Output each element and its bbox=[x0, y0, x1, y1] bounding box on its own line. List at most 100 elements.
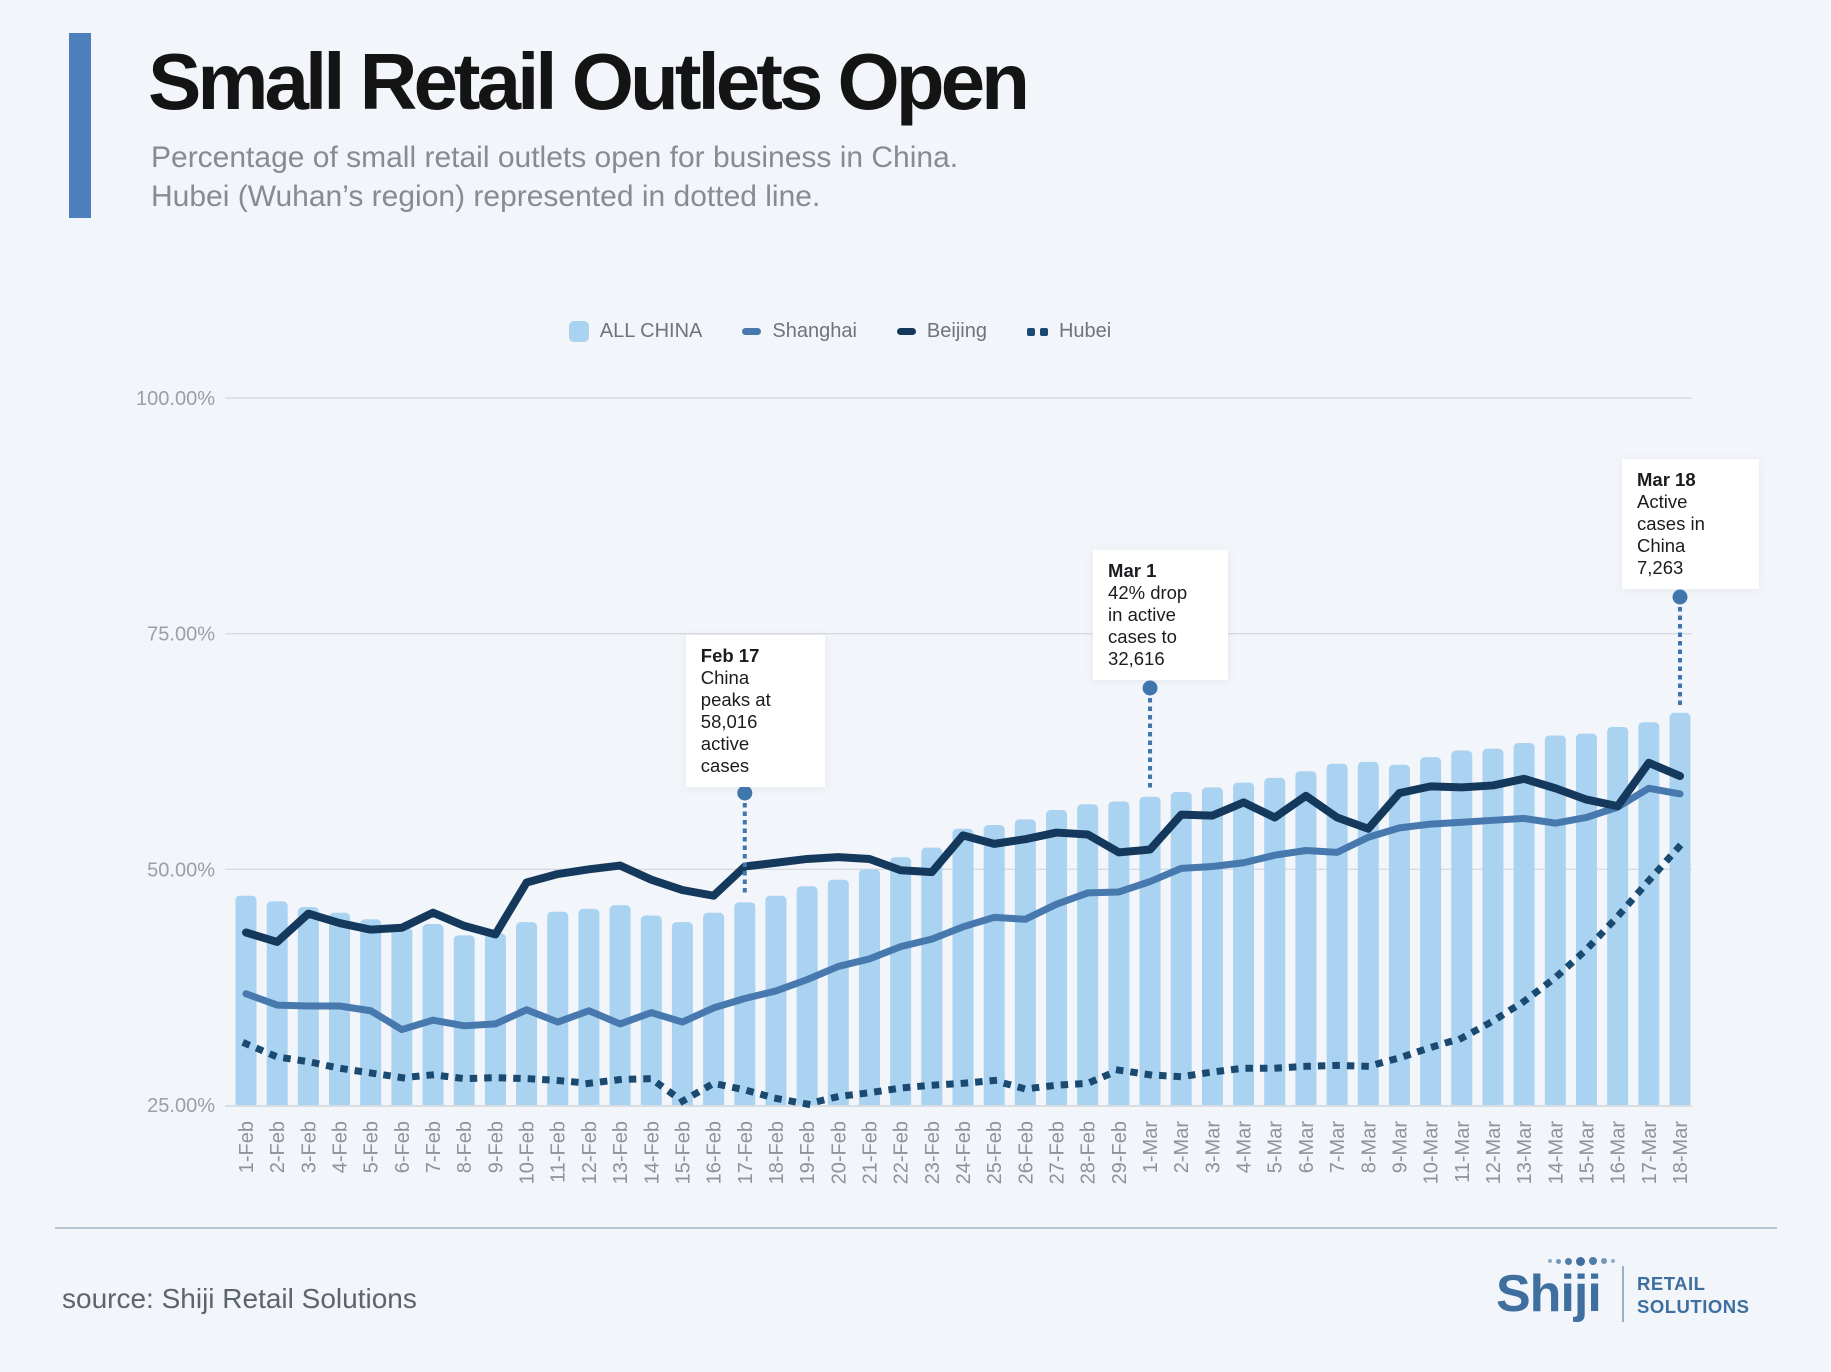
x-axis-label: 17-Mar bbox=[1639, 1121, 1661, 1185]
bar-11-Mar bbox=[1451, 750, 1473, 1105]
legend-label: Beijing bbox=[926, 320, 987, 342]
title-accent-bar bbox=[69, 33, 91, 218]
x-axis-label: 1-Feb bbox=[236, 1121, 258, 1173]
bar-9-Feb bbox=[484, 933, 506, 1105]
x-axis-label: 24-Feb bbox=[953, 1121, 975, 1184]
x-axis-label: 11-Mar bbox=[1452, 1121, 1474, 1183]
dotted-line-swatch-icon bbox=[1026, 327, 1048, 336]
page-title: Small Retail Outlets Open bbox=[148, 37, 1030, 126]
x-axis-label: 6-Mar bbox=[1296, 1121, 1318, 1174]
bar-22-Feb bbox=[890, 857, 912, 1105]
annotation-dot bbox=[1672, 589, 1688, 605]
annotation-text-line: Active bbox=[1637, 491, 1688, 512]
bar-10-Mar bbox=[1420, 757, 1442, 1105]
line-swatch-icon bbox=[896, 328, 916, 335]
annotation-box: Mar 1 42% drop in active cases to 32,616 bbox=[1093, 550, 1229, 680]
line-beijing bbox=[242, 758, 1684, 946]
x-axis-label: 19-Feb bbox=[797, 1121, 819, 1184]
bar-3-Feb bbox=[297, 907, 319, 1105]
logo-dot bbox=[1565, 1257, 1572, 1265]
bar-12-Feb bbox=[578, 908, 600, 1105]
annotation-title: Mar 18 bbox=[1637, 469, 1696, 490]
bar-16-Mar bbox=[1607, 726, 1629, 1105]
x-axis-label: 10-Mar bbox=[1421, 1121, 1443, 1185]
annotation-title: Feb 17 bbox=[700, 645, 760, 666]
x-axis-label: 11-Feb bbox=[548, 1121, 570, 1183]
bar-9-Mar bbox=[1388, 764, 1410, 1105]
bar-8-Mar bbox=[1357, 761, 1379, 1105]
logo-dot bbox=[1548, 1259, 1552, 1263]
x-axis-label: 12-Feb bbox=[579, 1121, 601, 1184]
legend-item-shanghai: Shanghai bbox=[742, 320, 857, 343]
annotation-box: Mar 18 Active cases in China 7,263 bbox=[1622, 459, 1759, 589]
bar-5-Mar bbox=[1264, 777, 1286, 1105]
annotation-text-line: in active bbox=[1108, 604, 1176, 625]
line-swatch-icon bbox=[742, 328, 762, 335]
bar-14-Mar bbox=[1544, 735, 1566, 1105]
x-axis-label: 9-Mar bbox=[1389, 1121, 1411, 1174]
annotation-title: Mar 1 bbox=[1108, 560, 1157, 581]
annotation-dot bbox=[737, 785, 753, 801]
y-axis-label: 25.00% bbox=[147, 1095, 215, 1117]
logo-subtext-line1: RETAIL bbox=[1637, 1273, 1706, 1294]
annotation-text-line: active bbox=[700, 733, 750, 754]
annotation-dot bbox=[1142, 680, 1158, 696]
x-axis-label: 16-Mar bbox=[1608, 1121, 1630, 1185]
bar-17-Mar bbox=[1638, 722, 1660, 1105]
page-subtitle-line2: Hubei (Wuhan’s region) represented in do… bbox=[151, 180, 821, 213]
y-axis-label: 50.00% bbox=[147, 859, 215, 881]
x-axis-label: 25-Feb bbox=[984, 1121, 1006, 1184]
annotation-box: Feb 17 China peaks at 58,016 active cases bbox=[685, 635, 825, 787]
bar-15-Mar bbox=[1575, 733, 1597, 1105]
annotation-text-line: cases in bbox=[1637, 513, 1705, 534]
legend-label: Hubei bbox=[1058, 320, 1112, 342]
logo-wordmark: Shiji bbox=[1496, 1265, 1602, 1323]
x-axis-label: 8-Mar bbox=[1358, 1121, 1380, 1174]
x-axis-label: 18-Feb bbox=[766, 1121, 788, 1184]
bar-11-Feb bbox=[547, 911, 569, 1105]
x-axis-label: 20-Feb bbox=[828, 1121, 850, 1184]
x-axis-label: 9-Feb bbox=[485, 1121, 507, 1173]
x-axis-label: 5-Mar bbox=[1265, 1121, 1287, 1174]
x-axis-label: 2-Feb bbox=[267, 1121, 289, 1173]
x-axis-label: 17-Feb bbox=[735, 1121, 757, 1184]
x-axis-label: 13-Mar bbox=[1514, 1121, 1536, 1185]
bar-27-Feb bbox=[1046, 809, 1068, 1105]
bar-10-Feb bbox=[516, 922, 538, 1105]
x-axis-label: 2-Mar bbox=[1171, 1121, 1193, 1174]
x-axis-label: 6-Feb bbox=[392, 1121, 414, 1173]
logo-dot bbox=[1576, 1256, 1585, 1266]
x-axis-label: 7-Mar bbox=[1327, 1121, 1349, 1174]
annotation-text-line: cases to bbox=[1108, 626, 1177, 647]
source-text: source: Shiji Retail Solutions bbox=[62, 1283, 417, 1314]
bar-15-Feb bbox=[671, 922, 693, 1105]
page-subtitle: Percentage of small retail outlets open … bbox=[151, 138, 958, 216]
annotation-text-line: peaks at bbox=[700, 689, 771, 710]
footer-divider bbox=[55, 1227, 1777, 1229]
x-axis-label: 16-Feb bbox=[704, 1121, 726, 1184]
x-axis-label: 12-Mar bbox=[1483, 1121, 1505, 1185]
x-axis-label: 10-Feb bbox=[517, 1121, 539, 1184]
x-axis-label: 14-Mar bbox=[1545, 1121, 1567, 1185]
annotation-text-line: 58,016 bbox=[700, 711, 758, 732]
annotation-text-line: 7,263 bbox=[1637, 557, 1684, 578]
bar-2-Mar bbox=[1170, 792, 1192, 1105]
bar-3-Mar bbox=[1201, 787, 1223, 1105]
x-axis-label: 23-Feb bbox=[922, 1121, 944, 1184]
y-axis-label: 100.00% bbox=[136, 388, 215, 410]
annotation-text-line: China bbox=[1637, 535, 1686, 556]
x-axis-label: 21-Feb bbox=[859, 1121, 881, 1184]
bar-23-Feb bbox=[921, 847, 943, 1105]
bar-13-Mar bbox=[1513, 743, 1535, 1105]
bar-26-Feb bbox=[1014, 819, 1036, 1105]
logo-dot bbox=[1556, 1258, 1561, 1264]
page-subtitle-line1: Percentage of small retail outlets open … bbox=[151, 141, 959, 174]
x-axis-label: 8-Feb bbox=[454, 1121, 476, 1173]
bar-21-Feb bbox=[858, 869, 880, 1105]
x-axis-label: 3-Feb bbox=[298, 1121, 320, 1173]
x-axis-label: 26-Feb bbox=[1015, 1121, 1037, 1184]
logo-dot bbox=[1611, 1259, 1615, 1263]
shiji-logo: Shiji RETAIL SOLUTIONS bbox=[1496, 1256, 1776, 1336]
x-axis-label: 1-Mar bbox=[1140, 1121, 1162, 1174]
